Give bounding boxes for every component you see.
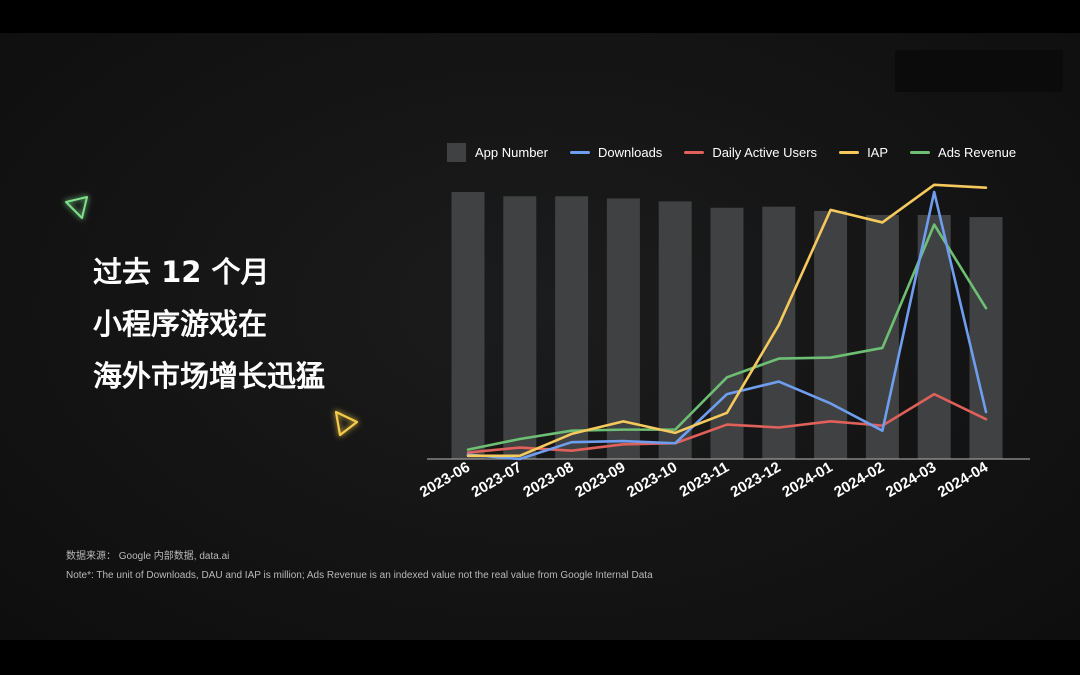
line-ads-revenue (466, 223, 988, 451)
x-tick-label: 2024-02 (831, 459, 887, 501)
legend-item-downloads: Downloads (569, 144, 663, 160)
legend-label: Daily Active Users (712, 144, 818, 160)
legend-label: Downloads (597, 144, 663, 160)
bar-app-number (503, 196, 537, 459)
x-tick-label: 2024-01 (779, 459, 835, 501)
triangle-outline-green-icon (65, 196, 88, 219)
bar-app-number (917, 214, 951, 459)
legend-swatch-bar (447, 142, 466, 162)
legend-swatch-line (839, 150, 860, 154)
x-tick-label: 2023-10 (624, 459, 680, 501)
bar-app-number (658, 201, 692, 459)
chart-legend: App Number Downloads Daily Active Users … (447, 141, 1038, 163)
data-source-text: 数据来源： Google 内部数据, data.ai (66, 551, 230, 562)
logo-placeholder (895, 50, 1063, 92)
legend-item-iap: IAP (839, 145, 888, 160)
legend-item-dau: Daily Active Users (684, 145, 817, 160)
x-tick-label: 2023-08 (520, 459, 576, 501)
legend-label: IAP (867, 144, 889, 160)
x-tick-label: 2024-04 (935, 458, 992, 501)
bar-app-number (606, 198, 640, 459)
bar-app-number (865, 214, 899, 459)
headline-line-1: 过去 12 个月 (93, 255, 270, 289)
slide-background (0, 33, 1080, 640)
legend-item-app-number: App Number (447, 142, 548, 162)
data-note-text: Note*: The unit of Downloads, DAU and IA… (66, 570, 653, 581)
x-tick-label: 2023-09 (572, 459, 628, 501)
x-tick-label: 2023-11 (677, 459, 732, 501)
triangle-outline-yellow-icon (334, 410, 359, 437)
headline: 过去 12 个月 小程序游戏在 海外市场增长迅猛 (93, 246, 325, 402)
line-daily-active-users (466, 392, 988, 454)
legend-label: App Number (475, 144, 548, 160)
headline-line-3: 海外市场增长迅猛 (93, 359, 326, 393)
x-tick-label: 2023-06 (417, 459, 473, 501)
x-tick-label: 2023-12 (728, 459, 784, 501)
line-downloads (466, 190, 988, 461)
legend-swatch-line (910, 150, 931, 154)
line-iap (466, 183, 988, 458)
bar-app-number (814, 210, 848, 459)
bar-app-number (762, 206, 796, 459)
bar-app-number (710, 207, 744, 459)
legend-swatch-line (569, 150, 590, 154)
bar-app-number (451, 192, 485, 459)
headline-line-2: 小程序游戏在 (93, 307, 268, 341)
bar-app-number (969, 217, 1003, 459)
bar-app-number (555, 196, 589, 459)
legend-item-ads-revenue: Ads Revenue (910, 145, 1016, 160)
x-tick-label: 2023-07 (469, 459, 525, 501)
legend-swatch-line (684, 150, 705, 154)
legend-label: Ads Revenue (938, 144, 1017, 160)
x-tick-label: 2024-03 (883, 459, 939, 501)
